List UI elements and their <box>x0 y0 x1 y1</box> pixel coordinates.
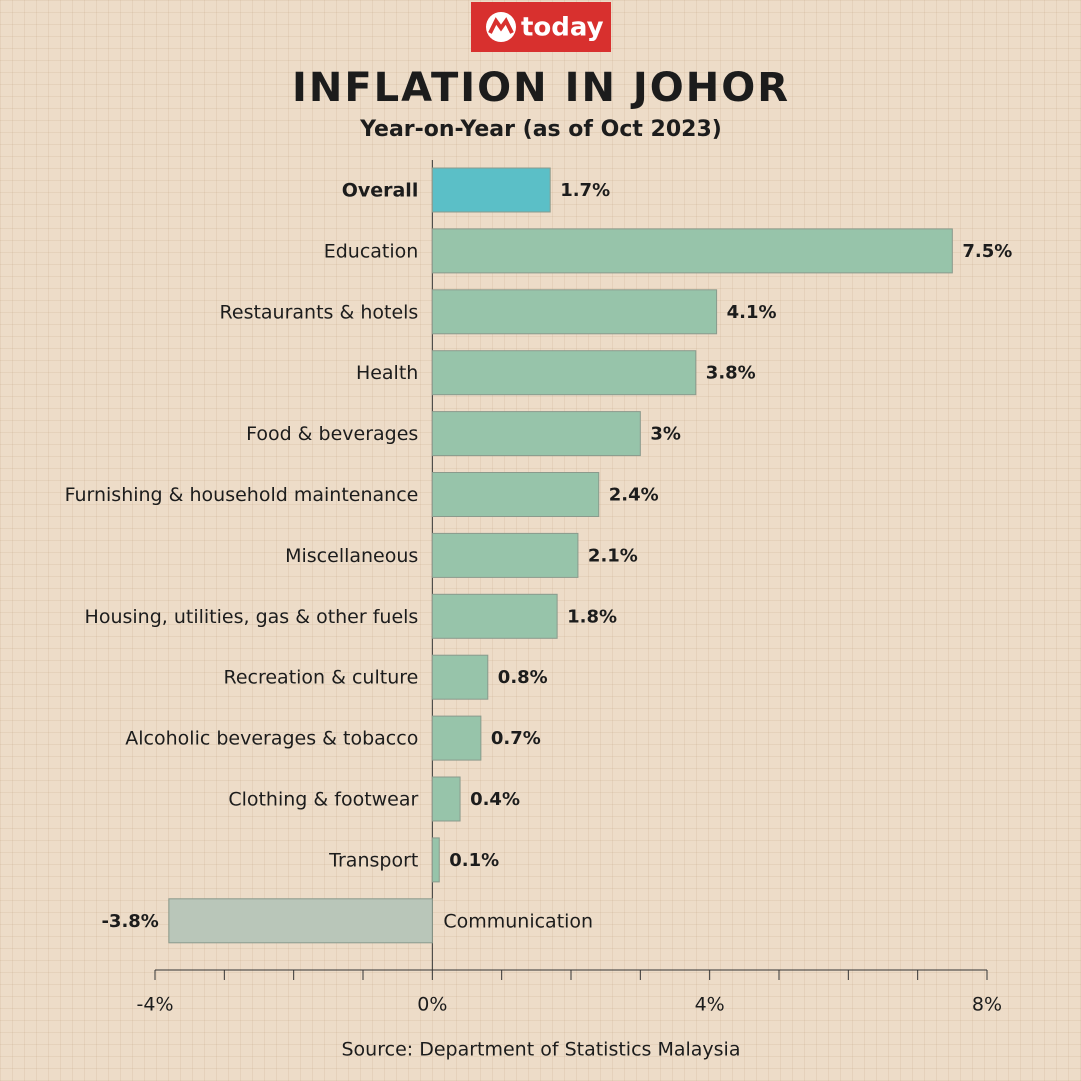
category-label: Restaurants & hotels <box>220 301 419 323</box>
value-label: 2.4% <box>609 485 659 506</box>
chart-subtitle: Year-on-Year (as of Oct 2023) <box>359 117 722 142</box>
category-label: Recreation & culture <box>223 667 418 689</box>
x-tick-label: 0% <box>417 994 447 1016</box>
bar <box>431 289 718 335</box>
bar <box>168 898 433 944</box>
category-label: Furnishing & household maintenance <box>65 484 419 506</box>
category-label: Overall <box>342 180 419 202</box>
x-tick-label: 8% <box>972 994 1002 1016</box>
bar <box>431 776 461 822</box>
value-label: 0.7% <box>491 728 541 749</box>
category-label: Clothing & footwear <box>228 789 418 811</box>
source: Source: Department of Statistics Malaysi… <box>342 1039 741 1061</box>
category-label: Transport <box>328 849 418 871</box>
value-label: 1.7% <box>560 180 610 201</box>
x-tick-label: -4% <box>137 994 174 1016</box>
bar <box>431 715 482 761</box>
chart-title: INFLATION IN JOHOR <box>292 65 790 111</box>
category-label: Alcoholic beverages & tobacco <box>125 728 418 750</box>
bar <box>431 593 558 639</box>
x-tick-label: 4% <box>695 994 725 1016</box>
bar <box>431 472 600 517</box>
value-label: 1.8% <box>567 606 617 627</box>
logo-mark <box>488 17 514 34</box>
value-label: 4.1% <box>727 302 777 323</box>
category-label: Health <box>356 362 418 384</box>
logo-text: today <box>521 13 604 43</box>
value-label: 0.8% <box>498 667 548 688</box>
value-label: 3.8% <box>706 363 756 384</box>
bar <box>431 228 953 274</box>
value-label: 3% <box>650 424 681 445</box>
category-label: Education <box>324 240 419 262</box>
value-label: 7.5% <box>962 241 1012 262</box>
value-label: 0.4% <box>470 789 520 810</box>
value-label: 0.1% <box>449 850 499 871</box>
category-label: Miscellaneous <box>285 545 418 567</box>
value-label: 2.1% <box>588 545 638 566</box>
bar <box>431 350 697 396</box>
bar <box>431 837 440 883</box>
bar <box>431 532 579 578</box>
value-label: -3.8% <box>101 911 158 932</box>
category-label: Housing, utilities, gas & other fuels <box>85 606 419 628</box>
category-label: Communication <box>443 910 593 932</box>
bar <box>431 411 641 457</box>
category-label: Food & beverages <box>246 423 418 445</box>
bar <box>431 167 551 213</box>
bar <box>431 654 489 700</box>
